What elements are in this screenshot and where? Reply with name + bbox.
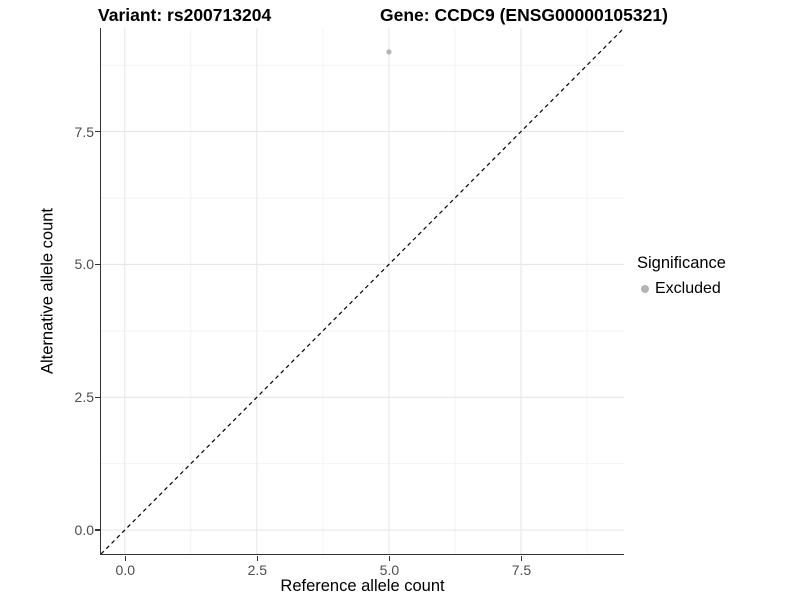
y-tick-mark bbox=[95, 396, 100, 398]
data-point bbox=[386, 49, 392, 55]
x-tick-mark bbox=[520, 555, 523, 561]
x-tick-label: 5.0 bbox=[379, 561, 400, 578]
x-tick-label: 0.0 bbox=[115, 561, 135, 578]
legend-item-label: Excluded bbox=[655, 280, 721, 297]
y-axis-title: Alternative allele count bbox=[38, 207, 57, 375]
x-axis-title: Reference allele count bbox=[280, 577, 445, 595]
y-tick-label: 7.5 bbox=[74, 123, 94, 140]
plot-title-gene: Gene: CCDC9 (ENSG00000105321) bbox=[380, 5, 668, 25]
identity-dashed-line bbox=[101, 28, 624, 554]
y-tick-label: 0.0 bbox=[74, 522, 94, 539]
y-tick-mark bbox=[95, 529, 100, 531]
legend-item-excluded: Excluded bbox=[637, 279, 726, 298]
x-tick-mark bbox=[388, 555, 391, 561]
y-tick-mark bbox=[95, 130, 100, 133]
legend: Significance Excluded bbox=[637, 253, 726, 298]
y-tick-mark bbox=[95, 263, 100, 266]
legend-title: Significance bbox=[637, 254, 726, 272]
y-tick-label: 2.5 bbox=[74, 389, 94, 406]
x-tick-label: 7.5 bbox=[511, 561, 532, 578]
x-tick-mark bbox=[124, 555, 127, 561]
plot-title-variant: Variant: rs200713204 bbox=[98, 5, 272, 25]
y-tick-label: 5.0 bbox=[74, 256, 94, 273]
plot-panel bbox=[100, 28, 624, 555]
plot-canvas bbox=[101, 28, 624, 554]
x-tick-label: 2.5 bbox=[247, 561, 268, 578]
legend-point-icon bbox=[641, 284, 649, 293]
x-tick-mark bbox=[256, 555, 259, 561]
